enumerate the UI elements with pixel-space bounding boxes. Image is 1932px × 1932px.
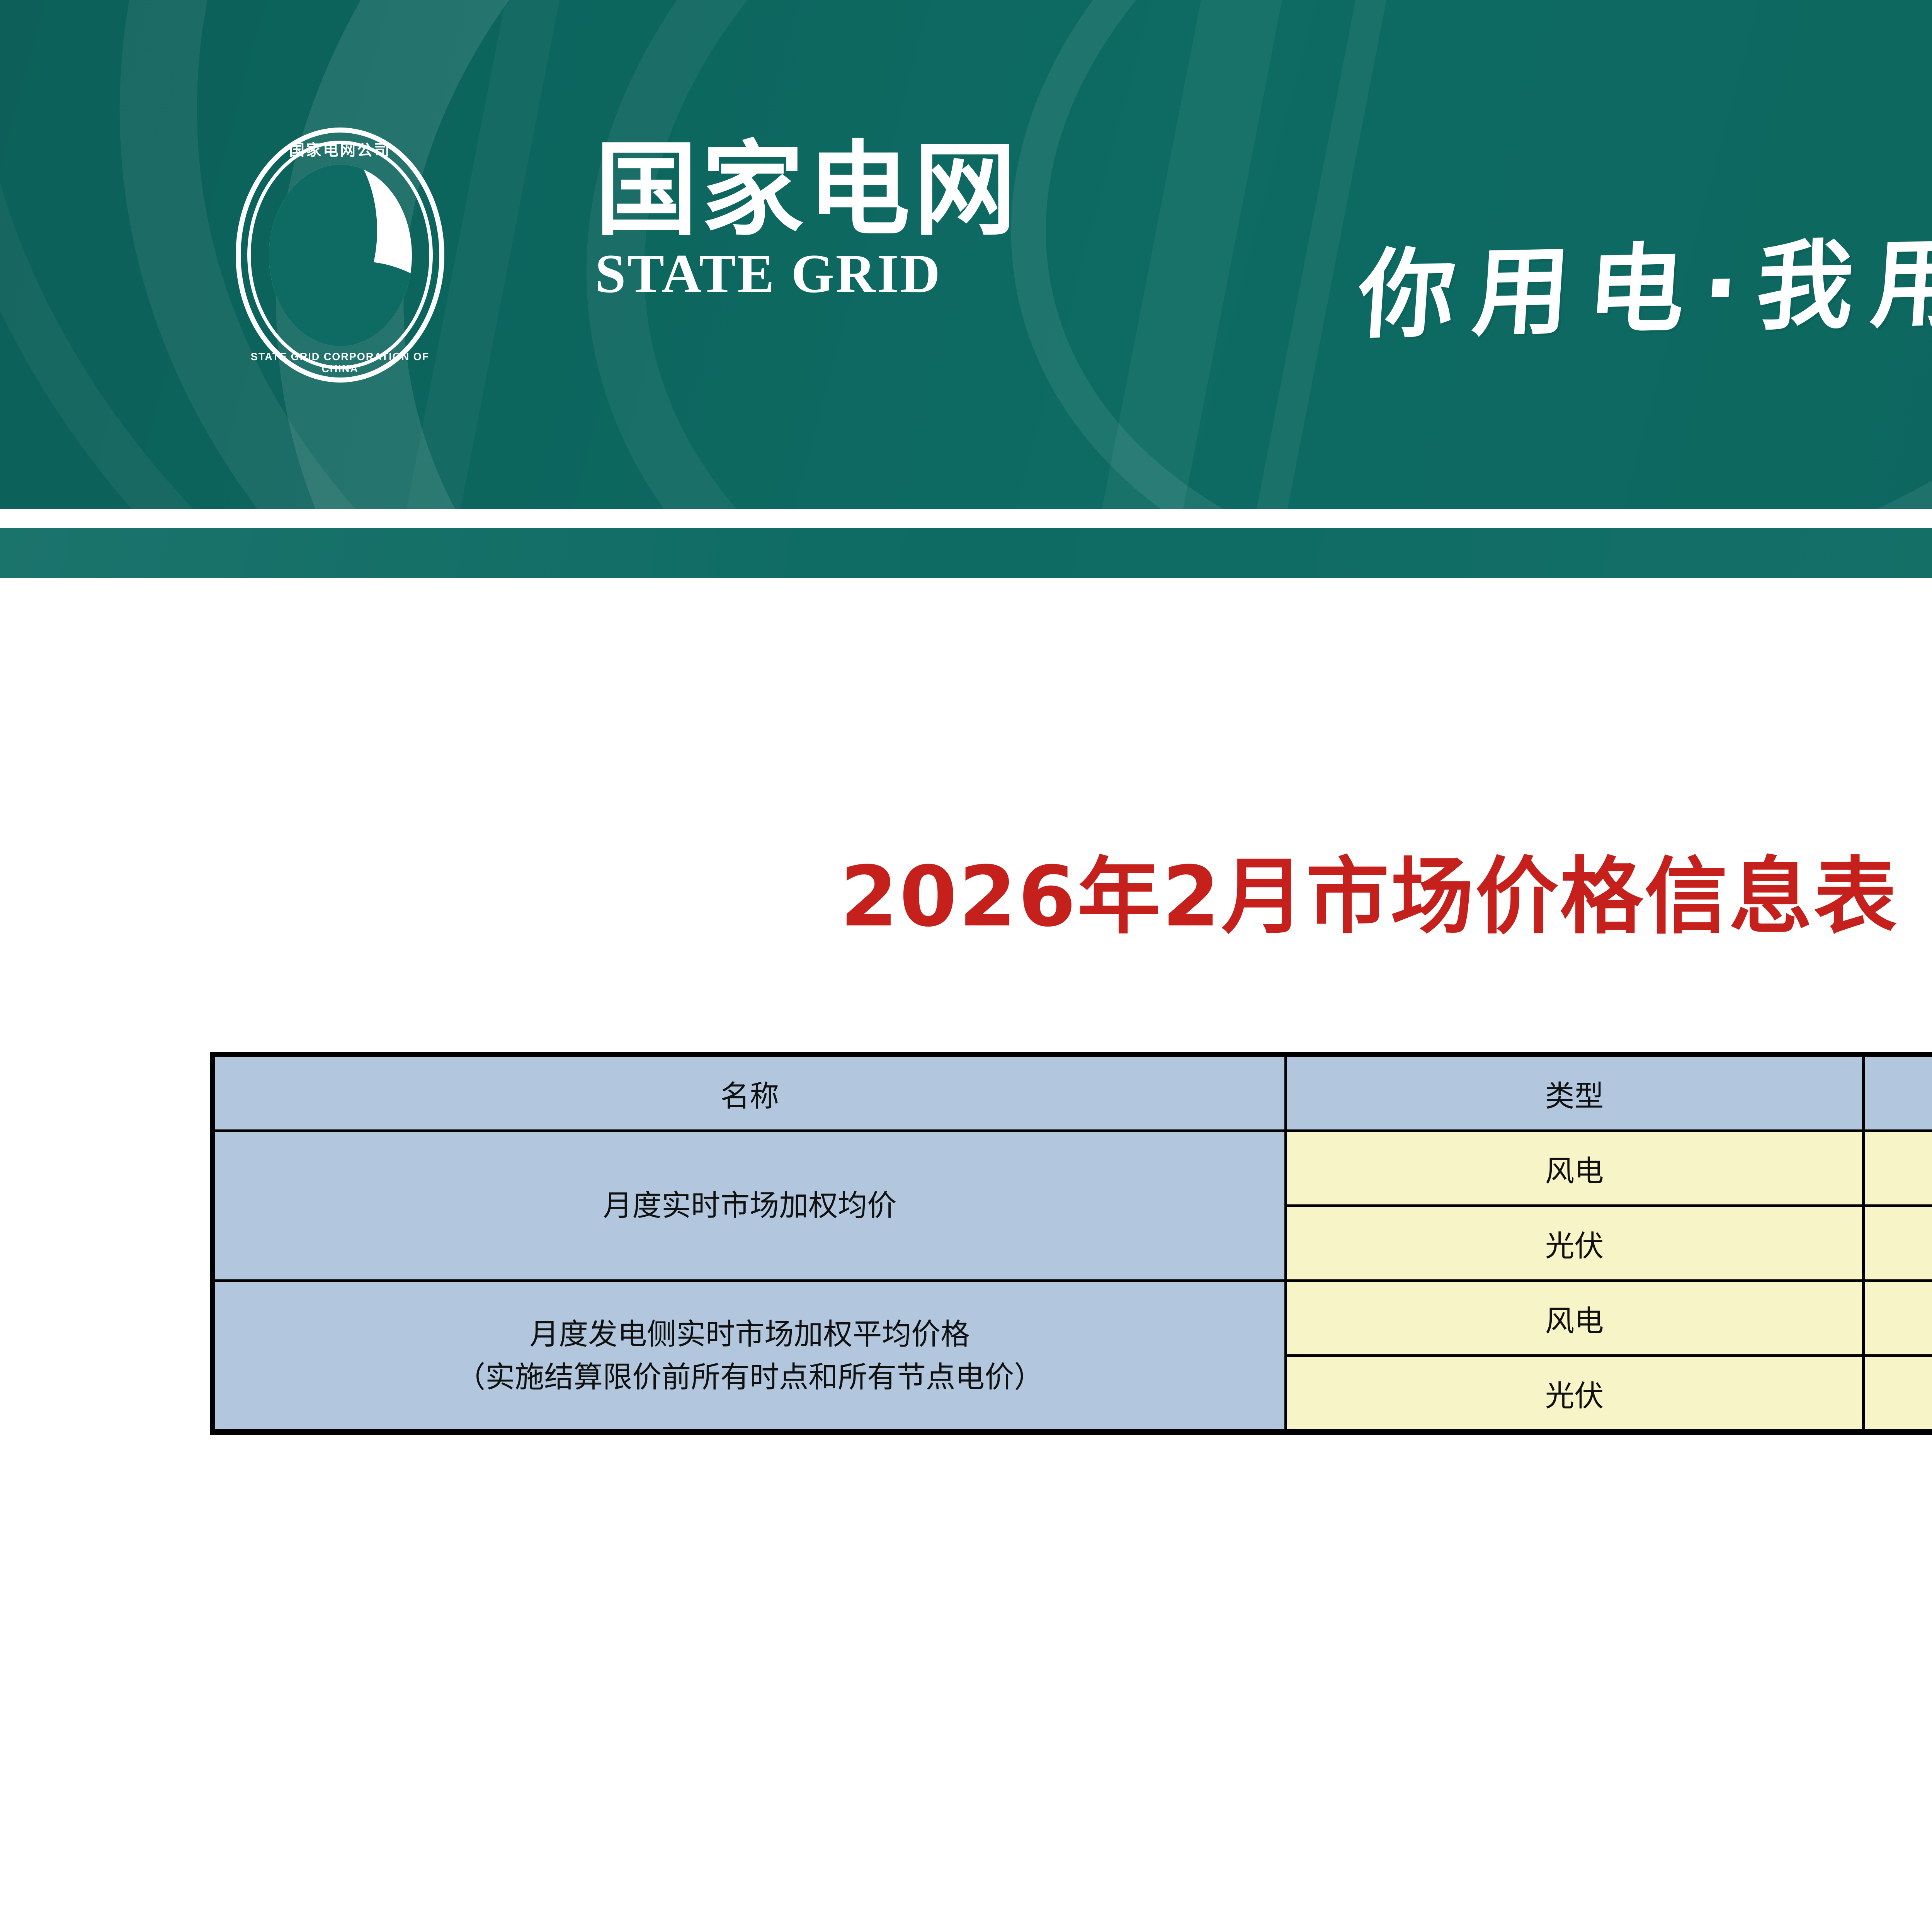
emblem-inner-ring [247, 141, 433, 369]
table-row: 光伏 0.05044 [213, 1354, 1932, 1434]
header-slogan: 你用电·我用心 [1355, 224, 1932, 352]
brand-name-en: STATE GRID [595, 243, 942, 304]
row-name-line2: （实施结算限价前所有时点和所有节点电价） [456, 1359, 1044, 1394]
table-row: 光伏 0.05044 [213, 1204, 1932, 1282]
row-value-cell: 0.05044 [1862, 1354, 1932, 1434]
row-type-cell: 风电 [1284, 1279, 1865, 1357]
row-type-cell: 光伏 [1284, 1354, 1865, 1434]
state-grid-emblem-icon: 国家电网公司 STATE GRID CORPORATION OF CHINA [236, 128, 444, 383]
brand-name-cn: 国家电网 [595, 131, 1020, 250]
row-name-line1: 月度发电侧实时市场加权平均价格 [529, 1317, 970, 1352]
price-information-table: 名称 类型 数值（元/千瓦时） 月度实时市场加权均价 风电 0.143861 光… [210, 1052, 1932, 1435]
column-header-type: 类型 [1284, 1053, 1865, 1132]
row-value-cell: 0.143861 [1862, 1129, 1932, 1207]
table-row: 月度发电侧实时市场加权平均价格 （实施结算限价前所有时点和所有节点电价） 风电 … [211, 1279, 1932, 1434]
header-banner: 国家电网公司 STATE GRID CORPORATION OF CHINA 国… [0, 0, 1932, 509]
row-type-cell: 光伏 [1284, 1204, 1865, 1282]
table-header-row: 名称 类型 数值（元/千瓦时） [211, 1053, 1932, 1132]
column-header-name: 名称 [211, 1053, 1287, 1132]
row-name-cell: 月度发电侧实时市场加权平均价格 （实施结算限价前所有时点和所有节点电价） [211, 1279, 1287, 1434]
row-value-cell: 0.05044 [1862, 1204, 1932, 1282]
state-grid-wordmark: 国家电网 STATE GRID [595, 139, 1113, 303]
row-type-cell: 风电 [1284, 1129, 1865, 1207]
table-row: 月度实时市场加权均价 风电 0.143861 [211, 1129, 1932, 1282]
row-name-line1: 月度实时市场加权均价 [603, 1188, 897, 1223]
header-accent-band [0, 528, 1932, 578]
page-title: 2026年2月市场价格信息表 [840, 848, 1898, 945]
emblem-bottom-text: STATE GRID CORPORATION OF CHINA [250, 351, 430, 374]
row-value-cell: 0.143861 [1862, 1279, 1932, 1357]
row-name-cell: 月度实时市场加权均价 [211, 1129, 1287, 1282]
column-header-value: 数值（元/千瓦时） [1862, 1053, 1932, 1132]
emblem-top-text: 国家电网公司 [289, 142, 391, 159]
emblem-globe-icon [269, 165, 412, 346]
